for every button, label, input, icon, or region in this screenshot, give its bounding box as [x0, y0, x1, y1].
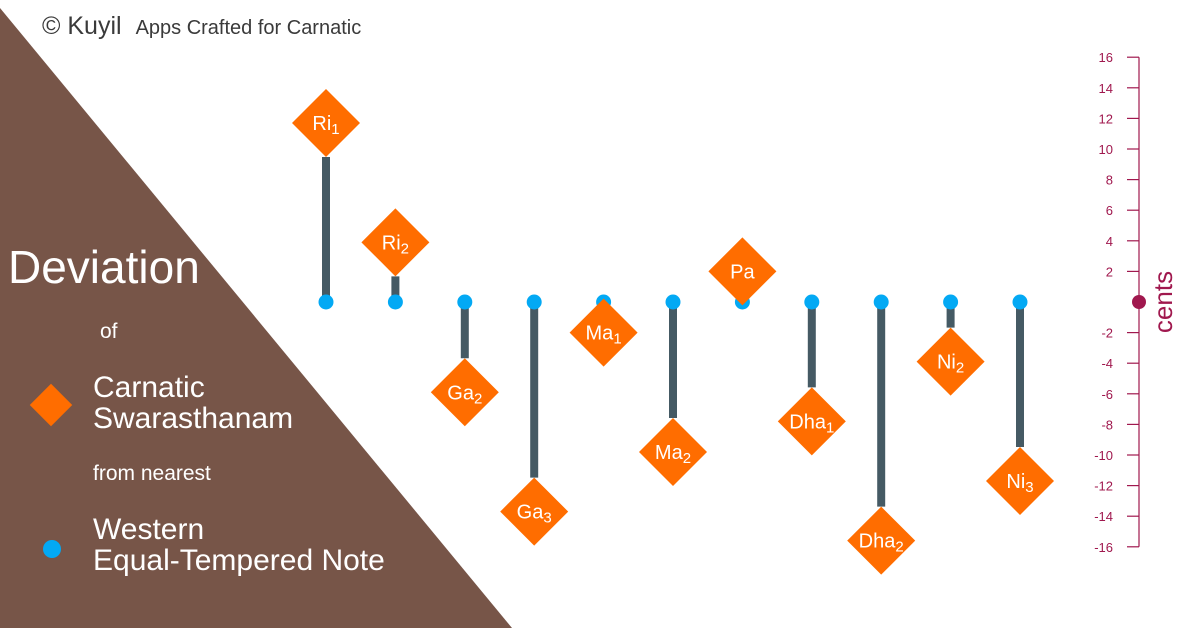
- swara-subscript: 3: [1025, 479, 1033, 496]
- swara-subscript: 2: [401, 240, 409, 257]
- y-tick-label: -4: [1101, 356, 1113, 371]
- swara-subscript: 2: [683, 450, 691, 467]
- y-tick-label: -6: [1101, 387, 1113, 402]
- equal-tempered-dot: [387, 294, 403, 310]
- swara-label: Ri1: [312, 113, 339, 138]
- legend-diamond-text: Carnatic Swarasthanam: [93, 372, 293, 434]
- legend-dot-text: Western Equal-Tempered Note: [93, 514, 385, 576]
- swara-diamond: [708, 237, 777, 306]
- equal-tempered-dot: [873, 294, 889, 310]
- swara-subscript: 1: [613, 331, 621, 348]
- swara-label: Pa: [730, 261, 755, 283]
- brand-header: © Kuyil Apps Crafted for Carnatic: [42, 12, 361, 41]
- legend-from: from nearest: [93, 462, 211, 485]
- equal-tempered-dot: [665, 294, 681, 310]
- swara-diamond: [292, 88, 360, 157]
- y-tick-label: -10: [1094, 448, 1113, 463]
- equal-tempered-dot: [457, 294, 473, 310]
- swara-diamond: [777, 387, 846, 456]
- equal-tempered-dot: [318, 294, 334, 310]
- y-tick-label: -8: [1101, 417, 1113, 432]
- swara-diamond: [361, 208, 430, 277]
- legend-diamond-line1: Carnatic: [93, 371, 205, 404]
- legend-panel: [0, 8, 512, 628]
- dot-legend-icon: [43, 540, 61, 558]
- legend-dot-line2: Equal-Tempered Note: [93, 544, 385, 577]
- y-tick-label: 10: [1099, 142, 1113, 157]
- swara-subscript: 1: [826, 419, 834, 436]
- swara-diamond: [430, 358, 499, 427]
- zero-marker: [1132, 295, 1146, 309]
- legend-dot-line1: Western: [93, 513, 205, 546]
- legend-of: of: [100, 320, 118, 343]
- swara-diamond: [847, 506, 916, 575]
- equal-tempered-dot: [526, 294, 542, 310]
- y-axis-label: cents: [1148, 271, 1178, 333]
- y-tick-label: 6: [1106, 203, 1113, 218]
- swara-diamond: [569, 298, 638, 367]
- legend-diamond-line2: Swarasthanam: [93, 402, 294, 435]
- y-tick-label: 8: [1106, 173, 1113, 188]
- swara-diamond: [916, 327, 985, 396]
- y-tick-label: -16: [1094, 540, 1113, 555]
- brand-logo: © Kuyil: [42, 12, 122, 40]
- swara-subscript: 2: [895, 539, 903, 556]
- y-tick-label: -14: [1094, 509, 1113, 524]
- y-tick-label: 14: [1099, 81, 1113, 96]
- swara-diamond: [500, 477, 569, 546]
- swara-subscript: 3: [543, 510, 551, 527]
- legend-title: Deviation: [8, 241, 200, 293]
- swara-label: Ri2: [382, 232, 409, 257]
- equal-tempered-dot: [943, 294, 959, 310]
- y-tick-label: 4: [1106, 234, 1113, 249]
- y-tick-label: 2: [1106, 264, 1113, 279]
- y-tick-label: -2: [1101, 326, 1113, 341]
- y-tick-label: 12: [1099, 111, 1113, 126]
- swara-diamond: [986, 447, 1054, 516]
- brand-tagline: Apps Crafted for Carnatic: [135, 17, 362, 39]
- swara-subscript: 2: [474, 390, 482, 407]
- swara-subscript: 1: [331, 121, 339, 138]
- equal-tempered-dot: [1012, 294, 1028, 310]
- swara-subscript: 2: [956, 360, 964, 377]
- swara-diamond: [639, 417, 707, 486]
- equal-tempered-dot: [804, 294, 820, 310]
- y-tick-label: 16: [1099, 50, 1113, 65]
- y-tick-label: -12: [1094, 479, 1113, 494]
